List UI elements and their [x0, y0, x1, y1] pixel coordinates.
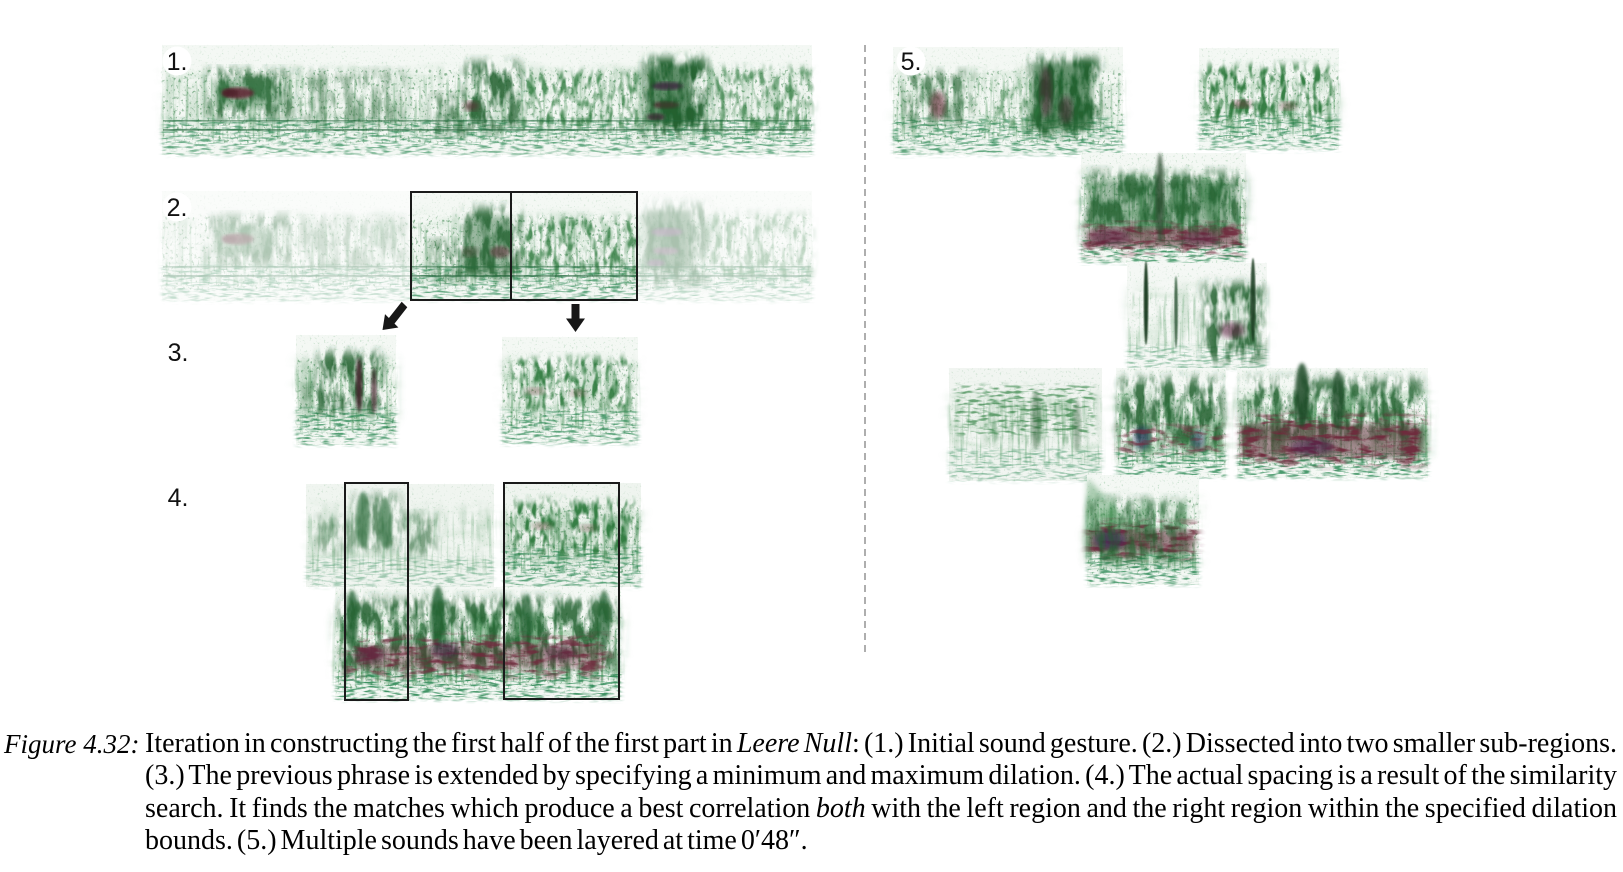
svg-text:1.: 1.: [167, 48, 188, 76]
svg-text:4.: 4.: [168, 484, 189, 512]
svg-text:2.: 2.: [167, 194, 188, 222]
svg-text:5.: 5.: [901, 48, 922, 76]
svg-text:3.: 3.: [168, 339, 189, 367]
